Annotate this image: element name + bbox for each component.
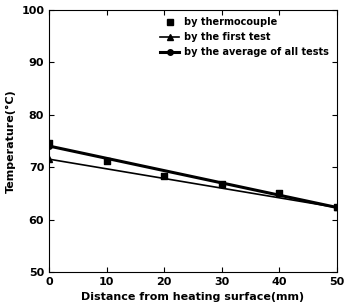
Point xyxy=(104,158,110,163)
Point xyxy=(334,205,340,210)
Point xyxy=(219,181,224,186)
Legend: by thermocouple, by the first test, by the average of all tests: by thermocouple, by the first test, by t… xyxy=(157,14,332,60)
X-axis label: Distance from heating surface(mm): Distance from heating surface(mm) xyxy=(81,292,304,302)
Point xyxy=(46,141,52,146)
Point xyxy=(276,191,282,196)
Y-axis label: Temperature(°C): Temperature(°C) xyxy=(6,89,16,193)
Point xyxy=(161,173,167,178)
